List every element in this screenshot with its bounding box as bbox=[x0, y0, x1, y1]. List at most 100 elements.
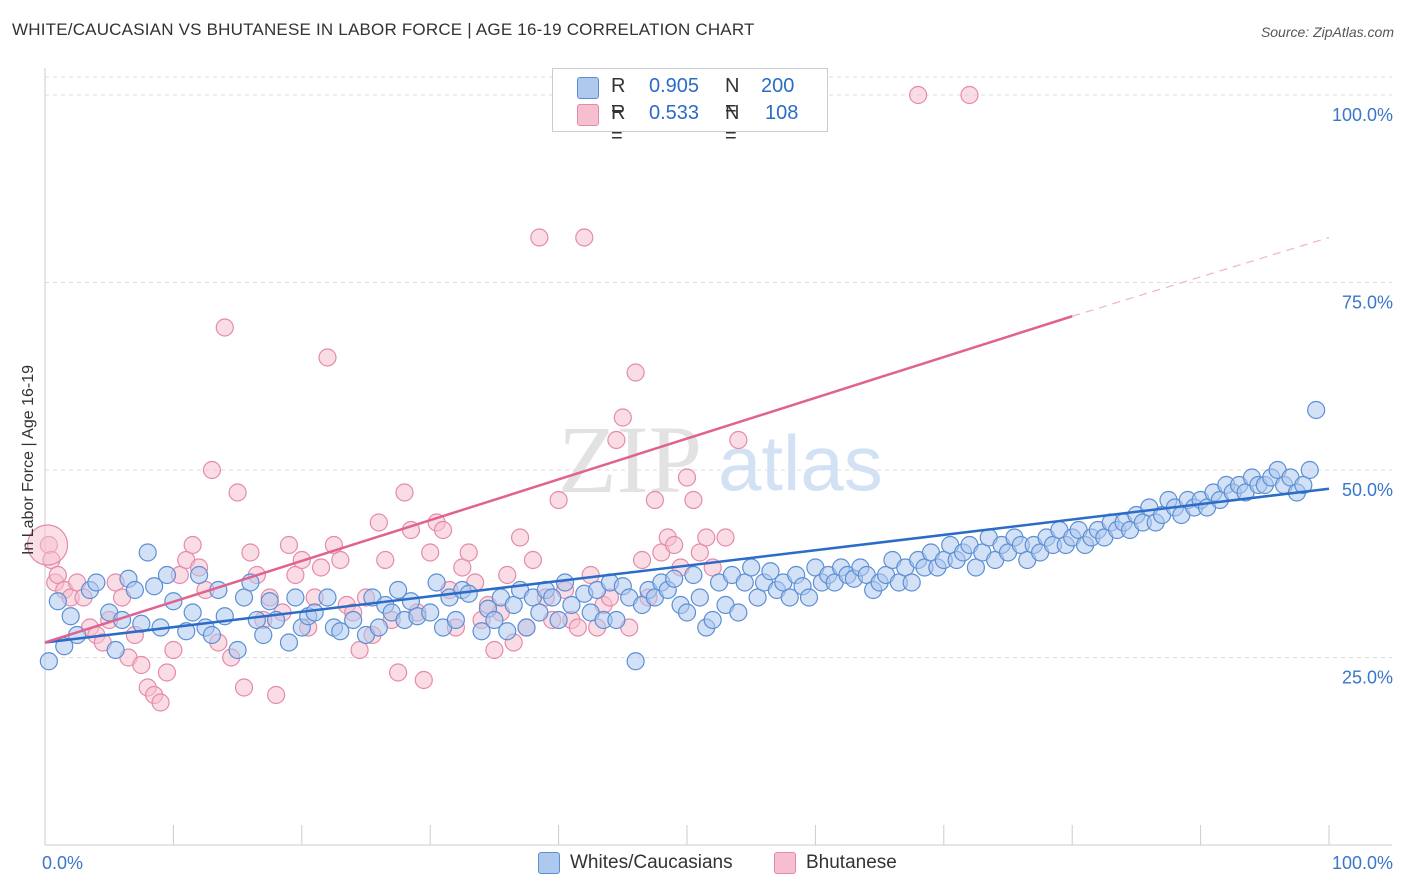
legend-swatch-whites bbox=[577, 77, 599, 99]
white-point bbox=[286, 588, 305, 607]
white-point bbox=[421, 603, 440, 622]
white-point bbox=[735, 573, 754, 592]
bhutanese-point bbox=[395, 483, 414, 502]
white-point bbox=[138, 543, 157, 562]
watermark-zip: ZIP bbox=[558, 406, 702, 513]
white-point bbox=[61, 607, 80, 626]
white-point bbox=[562, 595, 581, 615]
bhutanese-point bbox=[530, 228, 549, 247]
white-point bbox=[1294, 475, 1313, 495]
bhutanese-point bbox=[510, 528, 530, 547]
watermark: ZIP atlas bbox=[558, 406, 883, 513]
legend-r-value: 0.905 bbox=[649, 75, 700, 97]
trend-lines bbox=[44, 236, 1330, 644]
series-swatch-whites bbox=[538, 852, 560, 874]
white-points bbox=[39, 400, 1326, 671]
series-label-whites: Whites/Caucasians bbox=[570, 852, 733, 873]
white-point bbox=[684, 565, 703, 585]
y-tick-label: 25.0% bbox=[1342, 668, 1393, 688]
bhutanese-point bbox=[26, 524, 69, 566]
bhutanese-point bbox=[311, 558, 331, 577]
bhutanese-point bbox=[498, 565, 517, 585]
bhutanese-point bbox=[215, 318, 234, 337]
bhutanese-point bbox=[626, 363, 645, 382]
white-point bbox=[279, 633, 299, 652]
white-point bbox=[549, 610, 568, 630]
bhutanese-point bbox=[267, 685, 286, 705]
white-point bbox=[305, 603, 324, 622]
white-point bbox=[665, 569, 684, 588]
white-point bbox=[48, 592, 67, 611]
white-point bbox=[254, 625, 273, 645]
bhutanese-point bbox=[453, 558, 472, 577]
white-point bbox=[902, 573, 921, 592]
white-point bbox=[446, 610, 465, 630]
white-point bbox=[504, 595, 523, 615]
bhutanese-point bbox=[286, 565, 305, 585]
white-point bbox=[202, 625, 222, 645]
legend-swatch-bhutanese bbox=[577, 104, 599, 126]
white-point bbox=[626, 652, 645, 671]
legend-r-label: R = bbox=[611, 75, 626, 120]
legend-r-label: R = bbox=[611, 102, 626, 147]
white-point bbox=[344, 610, 363, 630]
bhutanese-point bbox=[729, 430, 748, 450]
bhutanese-point bbox=[48, 565, 67, 585]
white-point bbox=[132, 614, 151, 633]
bhutanese-point bbox=[549, 490, 568, 510]
bhutanese-point bbox=[645, 490, 665, 510]
bhutanese-point bbox=[665, 535, 684, 555]
bhutanese-point bbox=[414, 670, 433, 690]
white-point bbox=[183, 603, 202, 622]
bhutanese-point bbox=[376, 550, 395, 570]
legend-n-value: 200 bbox=[761, 75, 795, 97]
bhutanese-point bbox=[183, 535, 202, 555]
white-point bbox=[145, 577, 164, 596]
bhutanese-point bbox=[318, 348, 337, 367]
watermark-atlas: atlas bbox=[718, 419, 883, 507]
bhutanese-point bbox=[613, 408, 632, 427]
white-point bbox=[690, 588, 709, 607]
white-point bbox=[369, 618, 388, 637]
white-point bbox=[966, 558, 986, 577]
bhutanese-point bbox=[369, 513, 388, 532]
white-point bbox=[555, 573, 575, 592]
bhutanese-point bbox=[202, 460, 222, 480]
bhutanese-point bbox=[523, 550, 543, 570]
bhutanese-point bbox=[575, 228, 594, 247]
legend-n-label: N = bbox=[725, 102, 740, 147]
white-point bbox=[318, 588, 337, 607]
bhutanese-point bbox=[677, 468, 697, 487]
bhutanese-point bbox=[164, 640, 183, 660]
white-point bbox=[459, 584, 478, 603]
white-point bbox=[530, 603, 549, 622]
bhutanese-point bbox=[684, 490, 703, 510]
white-point bbox=[157, 565, 177, 585]
white-point bbox=[189, 565, 209, 585]
white-point bbox=[543, 588, 562, 607]
chart-title: WHITE/CAUCASIAN VS BHUTANESE IN LABOR FO… bbox=[12, 20, 755, 39]
white-point bbox=[703, 610, 722, 630]
white-point bbox=[729, 603, 748, 622]
white-point bbox=[106, 640, 125, 660]
legend-n-label: N = bbox=[725, 75, 740, 120]
y-tick-label: 75.0% bbox=[1342, 293, 1393, 313]
white-point bbox=[607, 610, 626, 630]
bhutanese-point bbox=[459, 543, 478, 562]
white-point bbox=[125, 580, 144, 600]
bhutanese-point bbox=[234, 678, 254, 697]
white-point bbox=[761, 562, 780, 581]
bhutanese-point bbox=[960, 85, 979, 105]
white-point bbox=[472, 622, 491, 641]
bhutanese-point bbox=[690, 543, 709, 562]
bhutanese-point bbox=[350, 640, 369, 660]
x-tick-label: 0.0% bbox=[42, 853, 83, 873]
white-point bbox=[780, 588, 799, 607]
white-point bbox=[87, 573, 106, 592]
bhutanese-point bbox=[331, 550, 350, 570]
bhutanese-point bbox=[568, 618, 587, 637]
white-point bbox=[1307, 400, 1326, 420]
white-point bbox=[39, 652, 58, 671]
y-tick-label: 50.0% bbox=[1342, 480, 1393, 500]
